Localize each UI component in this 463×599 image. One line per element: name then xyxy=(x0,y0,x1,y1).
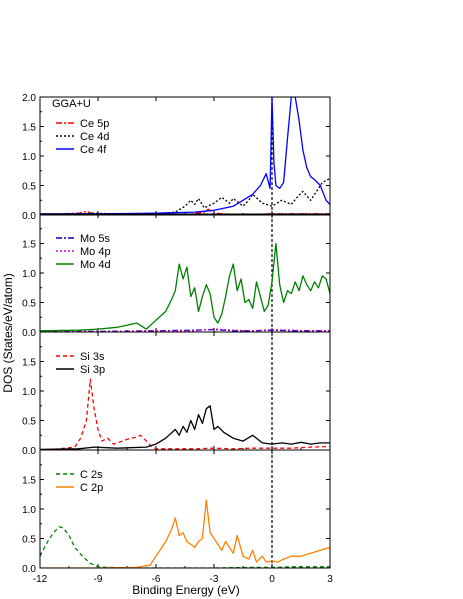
series-line-ce-4d xyxy=(40,177,330,215)
y-tick-label: 1.0 xyxy=(22,505,36,516)
legend-label: Mo 4p xyxy=(80,246,111,258)
series-group xyxy=(40,499,330,568)
y-tick-label: 1.5 xyxy=(22,358,36,369)
panel-frame xyxy=(39,331,331,451)
x-tick-label: -3 xyxy=(210,574,219,585)
y-tick-label: 0.0 xyxy=(22,328,36,339)
y-tick-label: 1.0 xyxy=(22,152,36,163)
series-line-c-2p xyxy=(40,499,330,568)
series-line-si-3p xyxy=(40,405,330,450)
panel-frame xyxy=(39,96,331,216)
x-tick-label: -12 xyxy=(33,574,48,585)
dos-panel-4: 0.0 0.5 1.0 1.5 C 2sC 2p xyxy=(22,449,331,575)
series-line-ce-5p xyxy=(40,208,330,215)
x-axis-label: Binding Energy (eV) xyxy=(132,583,239,597)
y-tick-label: 0.0 xyxy=(22,211,36,222)
series-line-mo-4p xyxy=(40,328,330,332)
x-tick-label: 0 xyxy=(269,574,275,585)
legend-label: Si 3s xyxy=(80,351,105,363)
legend-label: Ce 4d xyxy=(80,131,109,143)
series-group xyxy=(40,378,330,450)
legend-label: Mo 5s xyxy=(80,233,110,245)
y-axis-label: DOS (States/eV/atom) xyxy=(1,273,15,392)
y-tick-label: 1.5 xyxy=(22,476,36,487)
x-tick-label: -9 xyxy=(94,574,103,585)
panel-frame xyxy=(39,449,331,569)
y-tick-label: 0.5 xyxy=(22,417,36,428)
legend-label: Ce 4f xyxy=(80,144,107,156)
series-line-mo-4d xyxy=(40,242,330,332)
legend-label: Si 3p xyxy=(80,364,105,376)
legend-label: Mo 4d xyxy=(80,259,111,271)
series-group xyxy=(40,97,330,215)
y-tick-label: 1.0 xyxy=(22,387,36,398)
y-tick-label: 1.5 xyxy=(22,123,36,134)
series-line-c-2s xyxy=(40,526,330,568)
legend-label: C 2p xyxy=(80,482,103,494)
series-line-si-3s xyxy=(40,378,330,450)
y-tick-label: 0.0 xyxy=(22,446,36,457)
series-group xyxy=(40,242,330,332)
y-tick-label: 0.5 xyxy=(22,182,36,193)
y-tick-label: 1.0 xyxy=(22,269,36,280)
y-tick-label: 0.5 xyxy=(22,535,36,546)
series-line-ce-4f xyxy=(40,97,330,215)
y-tick-label: 0.5 xyxy=(22,299,36,310)
legend-label: C 2s xyxy=(80,469,103,481)
x-tick-label: 3 xyxy=(327,574,333,585)
y-tick-label: 2.0 xyxy=(22,93,36,104)
gga-u-annotation: GGA+U xyxy=(52,98,91,110)
y-tick-label: 0.0 xyxy=(22,564,36,575)
y-tick-label: 1.5 xyxy=(22,240,36,251)
x-tick-label: -6 xyxy=(152,574,161,585)
legend-label: Ce 5p xyxy=(80,118,109,130)
